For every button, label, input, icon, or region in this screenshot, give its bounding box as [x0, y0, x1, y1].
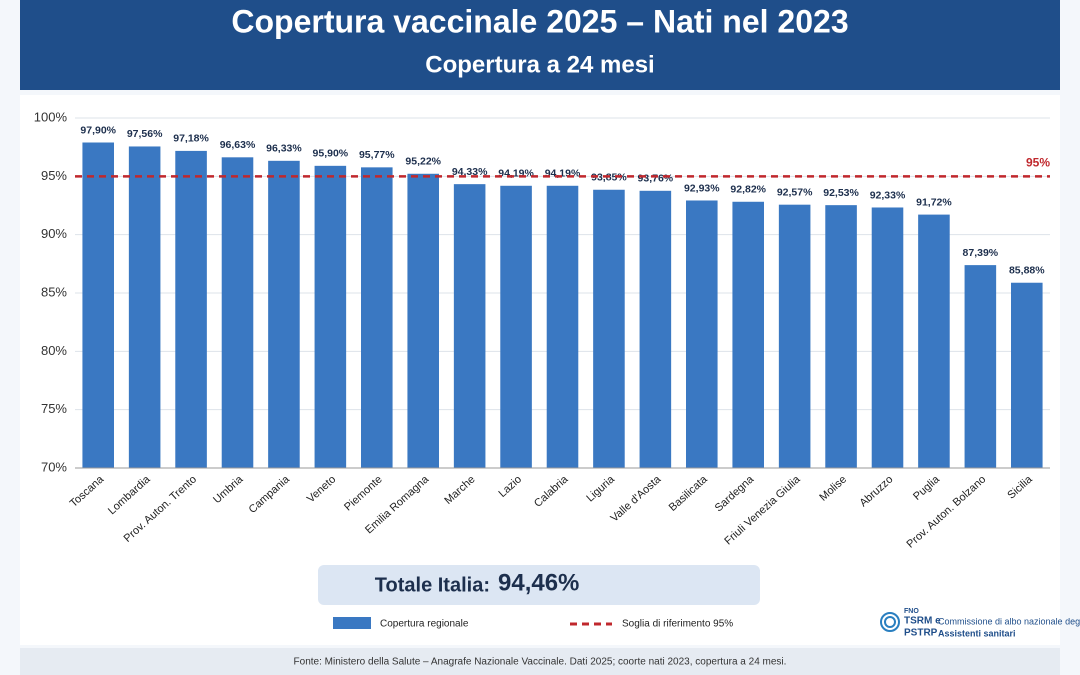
value-label: 95,90% [313, 148, 349, 160]
value-label: 94,33% [452, 166, 488, 178]
value-label: 92,53% [823, 187, 859, 199]
y-tick-label: 80% [41, 343, 67, 358]
footer-band [20, 648, 1060, 675]
legend-label: Soglia di riferimento 95% [622, 619, 733, 630]
logo-text: PSTRP [904, 628, 938, 639]
total-value: 94,46% [498, 569, 579, 596]
bar [500, 185, 532, 469]
bar [361, 167, 393, 468]
logo-icon [880, 612, 900, 632]
value-label: 92,57% [777, 186, 813, 198]
logo-icon [884, 616, 896, 628]
bar [825, 205, 857, 468]
bar [546, 185, 579, 469]
bar [453, 184, 486, 468]
y-tick-label: 70% [41, 459, 67, 474]
value-label: 92,33% [870, 189, 906, 201]
bar [964, 265, 997, 468]
value-label: 92,82% [730, 184, 766, 196]
legend-swatch [333, 617, 371, 629]
header-band [20, 0, 1060, 90]
value-label: 87,39% [963, 247, 999, 259]
value-label: 96,33% [266, 143, 302, 155]
bar [918, 214, 950, 468]
value-label: 92,93% [684, 182, 720, 194]
bar [732, 201, 764, 468]
value-label: 94,19% [498, 168, 534, 180]
bar [778, 204, 811, 468]
bar [639, 190, 672, 469]
logo-text: TSRM e [904, 616, 941, 627]
logo: FNO TSRM e PSTRP Commissione di albo naz… [880, 608, 1080, 639]
reference-label: 95% [1026, 156, 1050, 170]
value-label: 97,56% [127, 128, 163, 140]
bar [593, 189, 625, 468]
value-label: 95,22% [405, 156, 441, 168]
total-box [318, 565, 760, 605]
value-label: 95,77% [359, 149, 395, 161]
logo-text: FNO [904, 608, 919, 615]
value-label: 97,90% [80, 124, 116, 136]
legend-label: Copertura regionale [380, 619, 469, 630]
source-note: Fonte: Ministero della Salute – Anagrafe… [294, 657, 787, 668]
bar [686, 200, 718, 468]
bar [82, 142, 114, 468]
value-label: 85,88% [1009, 265, 1045, 277]
chart-subtitle: Copertura a 24 mesi [425, 51, 654, 78]
y-tick-label: 90% [41, 226, 67, 241]
total-label: Totale Italia: [375, 574, 490, 596]
bar [175, 150, 207, 468]
bar [871, 207, 904, 468]
value-label: 93,76% [638, 173, 674, 185]
value-label: 97,18% [173, 133, 209, 145]
bar [314, 165, 347, 469]
bar [128, 146, 161, 468]
y-tick-label: 95% [41, 168, 67, 183]
bar [1011, 282, 1043, 468]
y-tick-label: 75% [41, 401, 67, 416]
bar [221, 157, 254, 469]
logo-text: Assistenti sanitari [938, 628, 1016, 638]
value-label: 91,72% [916, 196, 952, 208]
value-label: 94,19% [545, 168, 581, 180]
y-tick-label: 100% [34, 109, 68, 124]
value-label: 96,63% [220, 139, 256, 151]
y-tick-label: 85% [41, 284, 67, 299]
bar [407, 173, 439, 468]
logo-text: Commissione di albo nazionale degli [938, 616, 1080, 626]
chart-title: Copertura vaccinale 2025 – Nati nel 2023 [231, 3, 848, 39]
bar [268, 160, 300, 469]
